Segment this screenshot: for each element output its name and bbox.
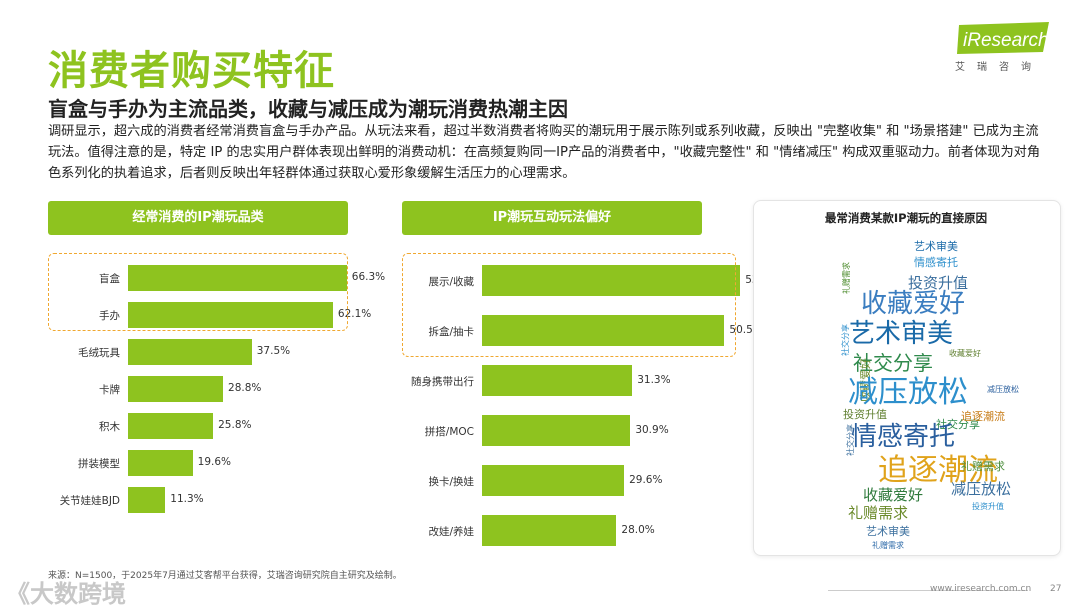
chart1-category-label: 卡牌 (99, 384, 120, 396)
wordcloud-word: 收藏爱好 (863, 486, 923, 504)
wordcloud-word: 追逐潮流 (961, 409, 1005, 423)
source-note: 来源：N=1500，于2025年7月通过艾客帮平台获得，艾瑞咨询研究院自主研究及… (48, 571, 402, 581)
wordcloud-word: 投资升值 (908, 274, 968, 292)
chart2-bar (482, 515, 617, 546)
chart2-category-label: 随身携带出行 (411, 375, 474, 388)
chart2-category-label: 换卡/换娃 (428, 475, 474, 488)
chart2-category-label: 展示/收藏 (428, 275, 474, 288)
chart2-bar (482, 365, 633, 396)
chart2-bar (482, 265, 741, 296)
wordcloud-word: 收藏爱好 (861, 289, 965, 319)
chart2-bar (482, 465, 625, 496)
chart2-category-label: 拼搭/MOC (424, 425, 474, 438)
wordcloud-word: 社交分享 (845, 424, 855, 456)
chart1-value-label: 19.6% (197, 456, 232, 468)
chart1-plot: 盲盒 66.3% 手办 62.1% 毛绒玩具 37.5% 卡牌 28.8% 积木 25.8% 拼装模… (48, 250, 385, 550)
chart1-value-label: 66.3% (351, 271, 386, 283)
wordcloud-word: 礼赠需求 (848, 504, 908, 522)
wordcloud-word: 情感寄托 (914, 255, 958, 269)
chart2-value-label: 29.6% (629, 473, 663, 486)
chart2-category-label: 拆盒/抽卡 (428, 325, 474, 338)
summary-paragraph: 调研显示，超六成的消费者经常消费盲盒与手办产品。从玩法来看，超过半数消费者将购买… (48, 124, 1041, 181)
chart1-value-label: 62.1% (337, 308, 372, 320)
chart2-value-label: 30.9% (635, 423, 669, 436)
wordcloud-word: 社交分享 (853, 351, 933, 375)
page-subtitle: 盲盒与手办为主流品类，收藏与减压成为潮玩消费热潮主因 (48, 97, 568, 121)
wordcloud-word: 减压放松 (987, 384, 1019, 394)
chart2-bar (482, 415, 631, 446)
chart1-category-label: 关节娃娃BJD (59, 495, 120, 507)
wordcloud-word: 艺术审美 (866, 524, 910, 538)
wordcloud-word: 艺术审美 (849, 319, 953, 349)
chart2-highlight-box (402, 253, 736, 357)
chart1-bar (128, 302, 333, 328)
wordcloud-word: 礼赠需求 (872, 540, 904, 550)
chart1-highlight-box (48, 253, 348, 331)
chart2-value-label: 28.0% (621, 523, 655, 536)
chart1-value-label: 25.8% (218, 419, 252, 431)
chart2-category-label: 改娃/养娃 (428, 525, 474, 538)
wordcloud-title: 最常消费某款IP潮玩的直接原因 (824, 211, 988, 225)
wordcloud-word: 社交分享 (840, 324, 850, 356)
footer-url: www.iresearch.com.cn (930, 584, 1032, 594)
logo-badge (957, 22, 1049, 54)
chart1-bar (128, 265, 347, 291)
chart1-bar (128, 339, 252, 365)
chart1-bar (128, 376, 224, 402)
wordcloud-word: 减压放松 (848, 375, 968, 410)
iresearch-logo: iResearch (957, 22, 1049, 54)
chart1-value-label: 37.5% (256, 345, 291, 357)
chart1-value-label: 11.3% (170, 493, 204, 505)
wordcloud-word: 礼赠需求 (961, 459, 1005, 473)
wordcloud-word: 礼赠需求 (841, 262, 851, 294)
chart1-value-label: 28.8% (228, 382, 262, 394)
chart1-bar (128, 487, 166, 513)
page-title: 消费者购买特征 (48, 48, 335, 94)
chart1-category-label: 盲盒 (99, 273, 120, 285)
wordcloud-word: 艺术审美 (914, 239, 958, 253)
chart1-header: 经常消费的IP潮玩品类 (48, 201, 348, 235)
wordcloud-word: 社交分享 (936, 417, 980, 431)
chart1-bar (128, 413, 214, 439)
wordcloud-word: 情感寄托 (851, 422, 955, 452)
chart2-header: IP潮玩互动玩法偏好 (402, 201, 702, 235)
chart1-category-label: 手办 (99, 310, 120, 322)
logo-text: iResearch (963, 30, 1049, 51)
chart2-plot: 展示/收藏53.8%拆盒/抽卡50.5%随身携带出行31.3%拼搭/MOC30.… (402, 250, 779, 550)
wordcloud-word: 收藏爱好 (858, 358, 872, 402)
chart1-category-label: 拼装模型 (78, 458, 120, 470)
wordcloud-panel (753, 200, 1061, 556)
logo-subtext: 艾瑞咨询 (955, 62, 1043, 73)
chart2-value-label: 31.3% (637, 373, 671, 386)
wordcloud-word: 追逐潮流 (878, 453, 998, 488)
chart1-bar (128, 450, 193, 476)
chart2-bar (482, 315, 725, 346)
chart1-category-label: 积木 (99, 421, 120, 433)
wordcloud-word: 减压放松 (951, 480, 1011, 498)
footer-divider (828, 590, 1028, 591)
chart1-category-label: 毛绒玩具 (78, 347, 120, 359)
page-number: 27 (1050, 584, 1062, 594)
watermark: 《大数跨境 (6, 580, 126, 608)
wordcloud-word: 投资升值 (972, 501, 1004, 511)
wordcloud-word: 投资升值 (843, 407, 887, 421)
wordcloud-word: 收藏爱好 (949, 348, 981, 358)
